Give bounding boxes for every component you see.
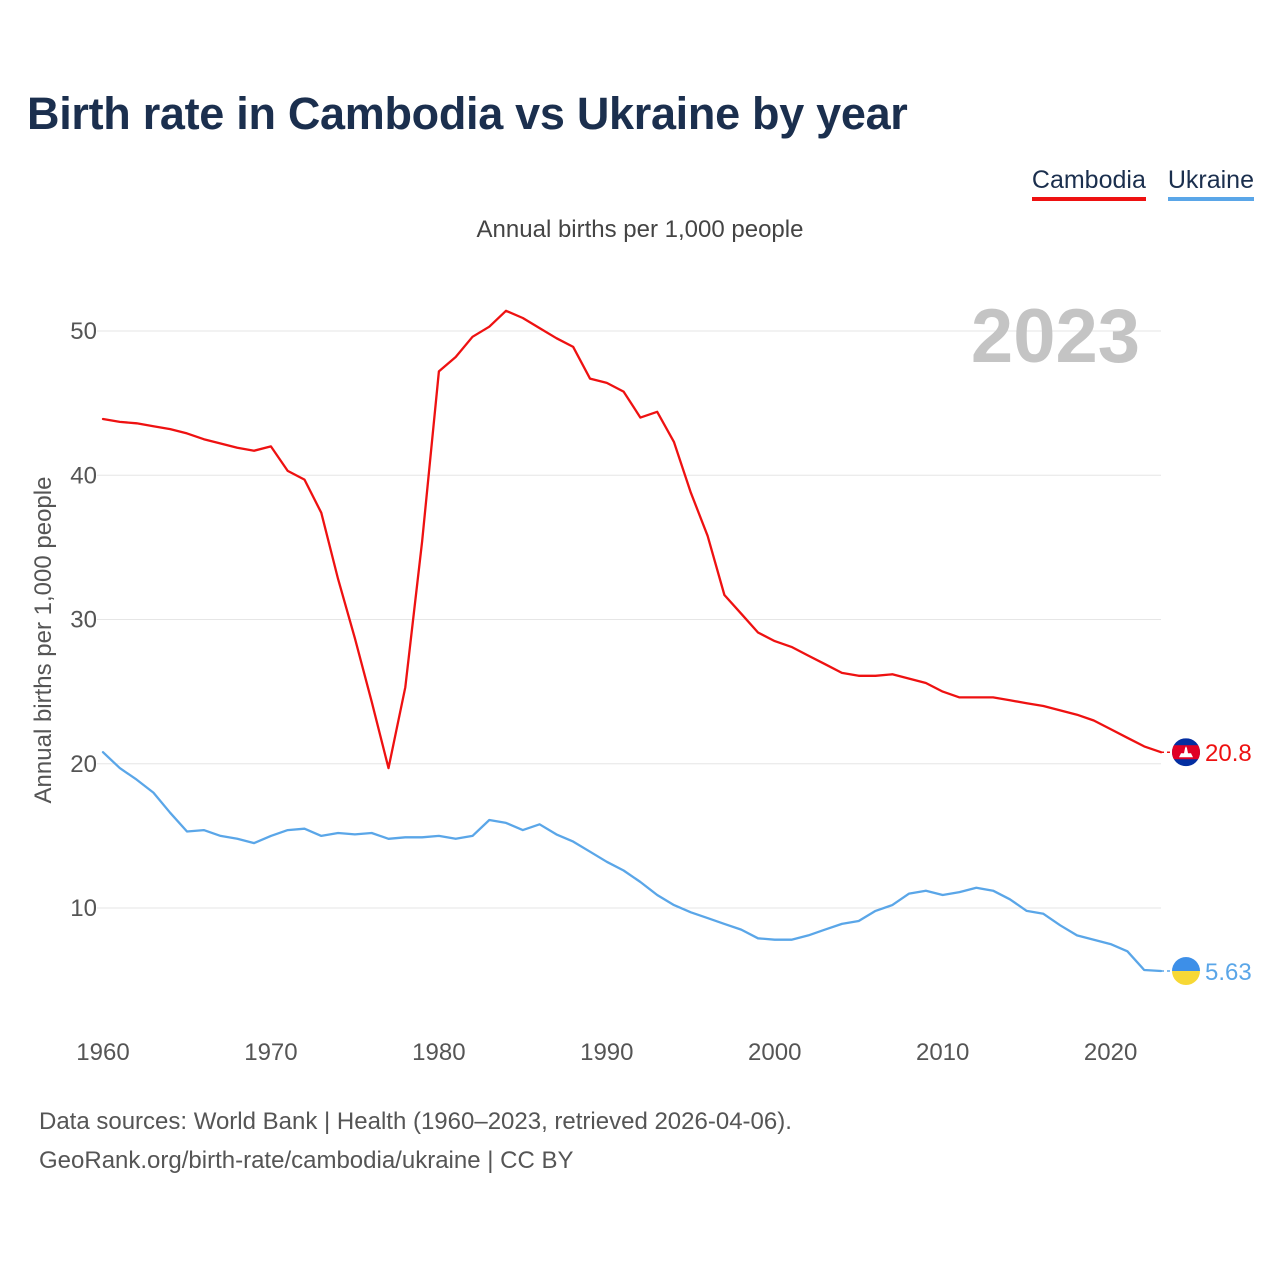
chart-subtitle: Annual births per 1,000 people: [476, 216, 804, 243]
x-tick-label: 1970: [244, 1039, 297, 1066]
series-line-cambodia[interactable]: [101, 309, 1163, 770]
series-lines: [101, 309, 1163, 973]
footer-source: Data sources: World Bank | Health (1960–…: [39, 1108, 792, 1135]
end-value-label-ukraine: 5.63: [1205, 959, 1252, 986]
series-line-ukraine[interactable]: [101, 751, 1163, 973]
y-tick-label: 20: [70, 751, 97, 778]
y-axis-label: Annual births per 1,000 people: [30, 477, 57, 804]
chart-title: Birth rate in Cambodia vs Ukraine by yea…: [27, 88, 908, 139]
x-tick-label: 2010: [916, 1039, 969, 1066]
x-tick-label: 1980: [412, 1039, 465, 1066]
y-tick-label: 50: [70, 318, 97, 345]
x-tick-label: 1990: [580, 1039, 633, 1066]
legend-item-ukraine[interactable]: Ukraine: [1167, 166, 1254, 201]
x-axis-ticks: 1960 1970 1980 1990 2000 2010 2020: [76, 1039, 1137, 1066]
x-tick-label: 2000: [748, 1039, 801, 1066]
end-markers: 20.8 5.63: [1161, 738, 1252, 986]
y-axis-ticks: 10 20 30 40 50: [70, 318, 97, 922]
y-tick-label: 30: [70, 607, 97, 634]
legend-item-cambodia[interactable]: Cambodia: [1031, 166, 1146, 201]
ukraine-flag-icon: [1172, 957, 1200, 986]
gridlines: [97, 330, 1161, 909]
x-tick-label: 2020: [1084, 1039, 1137, 1066]
footer-url[interactable]: GeoRank.org/birth-rate/cambodia/ukraine …: [39, 1147, 574, 1174]
cambodia-flag-icon: [1172, 738, 1200, 767]
year-watermark: 2023: [971, 294, 1140, 379]
x-tick-label: 1960: [76, 1039, 129, 1066]
end-value-label-cambodia: 20.8: [1205, 740, 1252, 767]
y-tick-label: 40: [70, 462, 97, 489]
y-tick-label: 10: [70, 895, 97, 922]
legend: Cambodia Ukraine: [1031, 166, 1254, 201]
